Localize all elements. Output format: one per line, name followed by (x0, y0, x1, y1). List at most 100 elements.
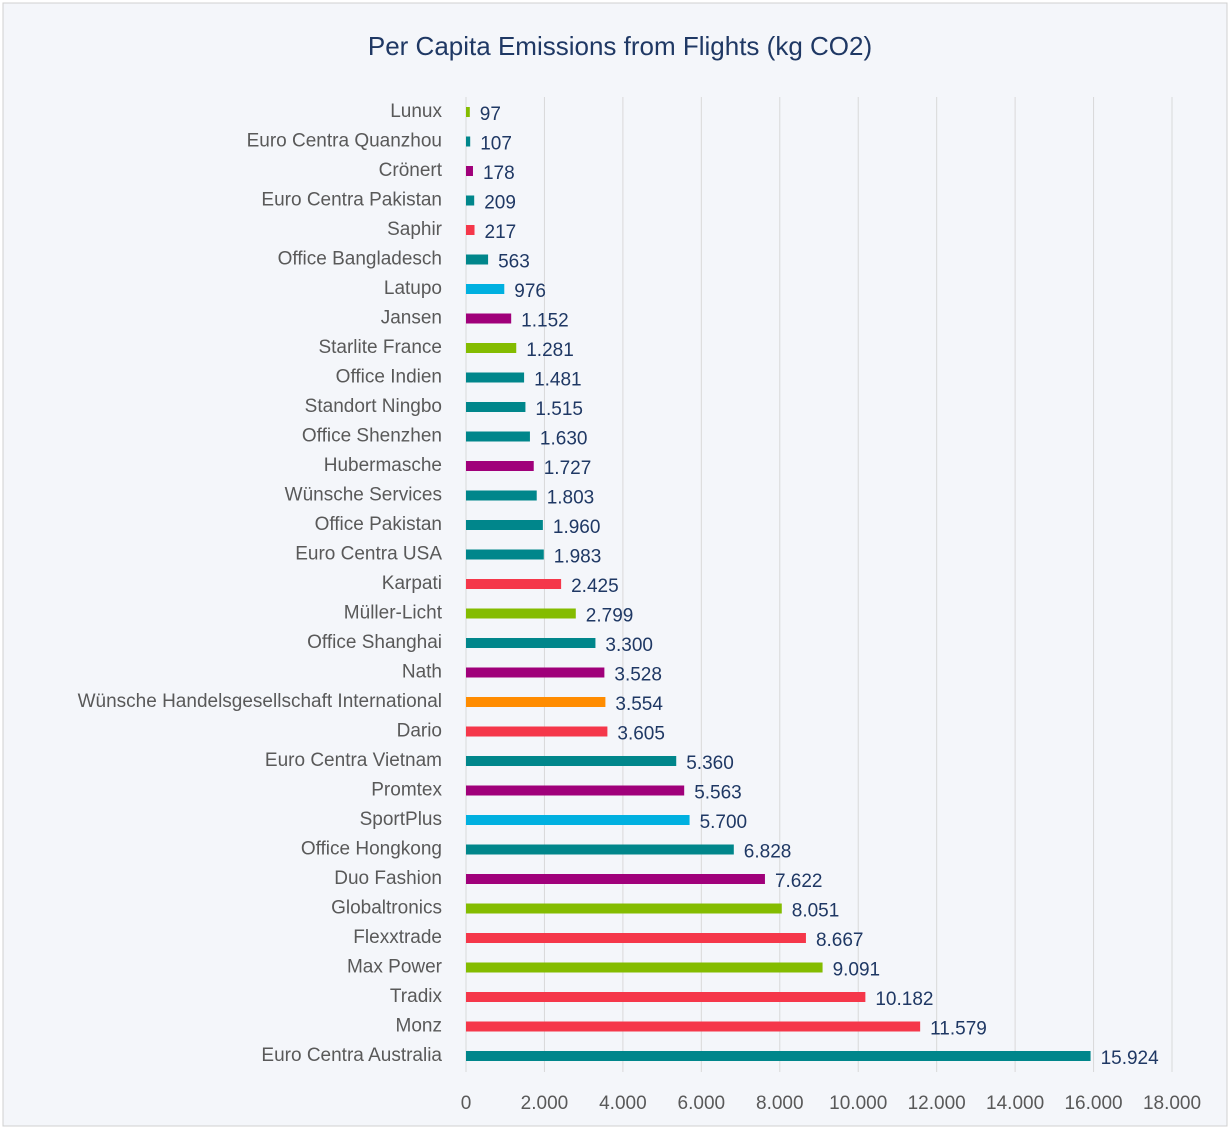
data-label: 1.803 (547, 488, 595, 509)
data-label: 2.425 (571, 576, 619, 597)
y-tick-label: Tradix (390, 986, 443, 1007)
y-tick-label: Latupo (384, 278, 442, 299)
data-label: 11.579 (930, 1019, 987, 1040)
bar (466, 785, 685, 796)
y-tick-label: Euro Centra Australia (261, 1045, 442, 1066)
y-tick-label: Euro Centra Quanzhou (247, 131, 442, 152)
bar (466, 579, 562, 589)
data-label: 3.605 (617, 724, 665, 745)
data-label: 1.630 (540, 429, 588, 450)
bar (466, 638, 596, 648)
y-tick-label: Office Hongkong (301, 839, 442, 860)
data-label: 563 (498, 252, 530, 273)
data-label: 8.051 (792, 901, 840, 922)
y-tick-label: Crönert (379, 160, 443, 181)
bar (466, 372, 525, 383)
bar (466, 992, 866, 1002)
bar (466, 697, 606, 707)
data-label: 1.983 (554, 547, 602, 568)
bar (466, 166, 473, 176)
data-label: 3.554 (615, 694, 663, 715)
bar (466, 195, 475, 206)
data-label: 976 (514, 281, 546, 302)
y-tick-label: Euro Centra Vietnam (265, 750, 442, 771)
data-label: 3.300 (605, 635, 653, 656)
y-tick-label: Wünsche Handelsgesellschaft Internationa… (78, 691, 442, 712)
y-tick-label: Jansen (381, 308, 442, 329)
x-tick-label: 8.000 (756, 1093, 804, 1114)
y-tick-label: Duo Fashion (334, 868, 442, 889)
y-tick-label: Office Pakistan (315, 514, 442, 535)
data-label: 1.515 (535, 399, 583, 420)
data-label: 1.281 (526, 340, 574, 361)
bar (466, 136, 471, 147)
y-tick-label: Saphir (387, 219, 443, 240)
data-label: 1.960 (553, 517, 601, 538)
y-tick-label: Wünsche Services (285, 485, 442, 506)
chart-title: Per Capita Emissions from Flights (kg CO… (368, 31, 872, 61)
data-label: 1.727 (544, 458, 592, 479)
bar (466, 107, 470, 117)
bar (466, 608, 576, 619)
y-tick-label: Office Bangladesch (278, 249, 442, 270)
data-label: 5.563 (694, 783, 742, 804)
x-tick-label: 10.000 (829, 1093, 887, 1114)
x-tick-label: 2.000 (521, 1093, 569, 1114)
data-label: 1.481 (534, 370, 582, 391)
x-tick-label: 18.000 (1143, 1093, 1201, 1114)
data-label: 6.828 (744, 842, 792, 863)
y-tick-label: Flexxtrade (353, 927, 442, 948)
bar (466, 343, 517, 353)
y-tick-label: Globaltronics (331, 898, 442, 919)
bar (466, 962, 823, 973)
y-tick-label: Office Indien (336, 367, 442, 388)
y-tick-label: Office Shanghai (307, 632, 442, 653)
y-tick-label: Monz (396, 1016, 442, 1037)
x-tick-label: 12.000 (908, 1093, 966, 1114)
data-label: 5.700 (700, 812, 748, 833)
data-label: 1.152 (521, 311, 569, 332)
bar (466, 520, 543, 530)
bar (466, 490, 537, 501)
bar (466, 667, 605, 678)
bar (466, 549, 544, 560)
bar (466, 874, 765, 884)
x-tick-label: 6.000 (678, 1093, 726, 1114)
bar (466, 844, 734, 855)
y-tick-label: Müller-Licht (344, 603, 443, 624)
x-tick-label: 0 (461, 1093, 472, 1114)
y-tick-label: Max Power (347, 957, 443, 978)
bar (466, 1051, 1091, 1061)
bar (466, 1021, 921, 1032)
data-label: 107 (480, 134, 512, 155)
y-tick-label: Office Shenzhen (302, 426, 442, 447)
y-tick-label: Lunux (390, 101, 442, 122)
bar (466, 254, 489, 265)
y-tick-label: Nath (402, 662, 442, 683)
bar (466, 313, 512, 324)
y-tick-label: Euro Centra USA (295, 544, 442, 565)
bar (466, 756, 677, 766)
y-tick-label: Hubermasche (324, 455, 442, 476)
y-tick-label: Euro Centra Pakistan (261, 190, 442, 211)
bar (466, 815, 690, 825)
data-label: 15.924 (1101, 1048, 1160, 1069)
x-tick-label: 14.000 (986, 1093, 1044, 1114)
y-tick-label: Karpati (382, 573, 442, 594)
data-label: 97 (480, 104, 501, 125)
data-label: 9.091 (833, 960, 881, 981)
y-tick-label: Standort Ningbo (305, 396, 442, 417)
bar (466, 225, 475, 235)
bar (466, 726, 608, 737)
data-label: 5.360 (686, 753, 734, 774)
y-tick-label: Starlite France (318, 337, 442, 358)
data-label: 2.799 (586, 606, 634, 627)
data-label: 10.182 (875, 989, 933, 1010)
data-label: 178 (483, 163, 515, 184)
y-tick-label: Promtex (371, 780, 442, 801)
x-tick-label: 4.000 (599, 1093, 647, 1114)
data-label: 3.528 (614, 665, 662, 686)
data-label: 8.667 (816, 930, 864, 951)
bar (466, 461, 534, 471)
